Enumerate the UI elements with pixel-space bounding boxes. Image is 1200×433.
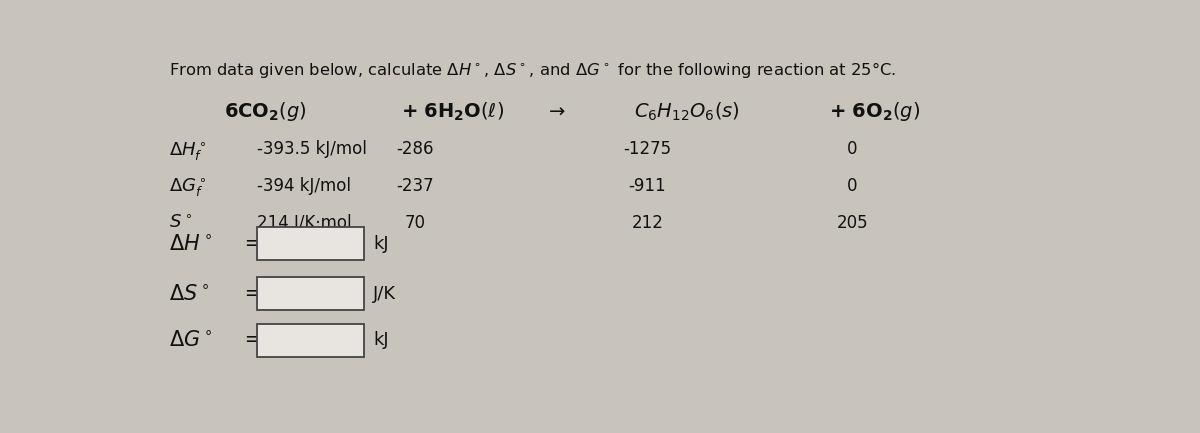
Text: J/K: J/K xyxy=(373,284,396,303)
Text: $\Delta H^\circ_f$: $\Delta H^\circ_f$ xyxy=(168,140,206,163)
Text: =: = xyxy=(239,234,263,254)
Text: 205: 205 xyxy=(836,213,868,232)
Text: $\mathbf{+ \ 6O_2}$$(g)$: $\mathbf{+ \ 6O_2}$$(g)$ xyxy=(829,100,920,123)
Text: $C_6H_{12}O_6(s)$: $C_6H_{12}O_6(s)$ xyxy=(634,100,739,123)
Text: kJ: kJ xyxy=(373,331,389,349)
Text: -237: -237 xyxy=(396,177,434,195)
Text: =: = xyxy=(239,284,263,304)
Text: -394 kJ/mol: -394 kJ/mol xyxy=(257,177,350,195)
FancyBboxPatch shape xyxy=(257,277,364,310)
Text: kJ: kJ xyxy=(373,235,389,253)
Text: $\Delta G^\circ_f$: $\Delta G^\circ_f$ xyxy=(168,177,206,199)
FancyBboxPatch shape xyxy=(257,324,364,357)
Text: =: = xyxy=(239,330,263,350)
Text: -286: -286 xyxy=(396,140,434,158)
Text: 0: 0 xyxy=(847,140,857,158)
Text: 0: 0 xyxy=(847,177,857,195)
Text: $S^\circ$: $S^\circ$ xyxy=(168,213,192,232)
Text: $\Delta S^\circ$: $\Delta S^\circ$ xyxy=(168,284,209,304)
Text: -393.5 kJ/mol: -393.5 kJ/mol xyxy=(257,140,367,158)
Text: 70: 70 xyxy=(404,213,426,232)
Text: -1275: -1275 xyxy=(624,140,672,158)
Text: From data given below, calculate $\Delta H^\circ$, $\Delta S^\circ$, and $\Delta: From data given below, calculate $\Delta… xyxy=(168,60,895,80)
Text: 212: 212 xyxy=(631,213,664,232)
Text: -911: -911 xyxy=(629,177,666,195)
Text: $\Delta H^\circ$: $\Delta H^\circ$ xyxy=(168,234,212,254)
Text: $\mathbf{6CO_2}$$(g)$: $\mathbf{6CO_2}$$(g)$ xyxy=(224,100,307,123)
Text: $\Delta G^\circ$: $\Delta G^\circ$ xyxy=(168,330,212,350)
Text: $\rightarrow$: $\rightarrow$ xyxy=(545,100,566,120)
FancyBboxPatch shape xyxy=(257,227,364,260)
Text: 214 J/K·mol: 214 J/K·mol xyxy=(257,213,352,232)
Text: $\mathbf{+ \ 6H_2O}$$(\ell)$: $\mathbf{+ \ 6H_2O}$$(\ell)$ xyxy=(401,100,504,123)
